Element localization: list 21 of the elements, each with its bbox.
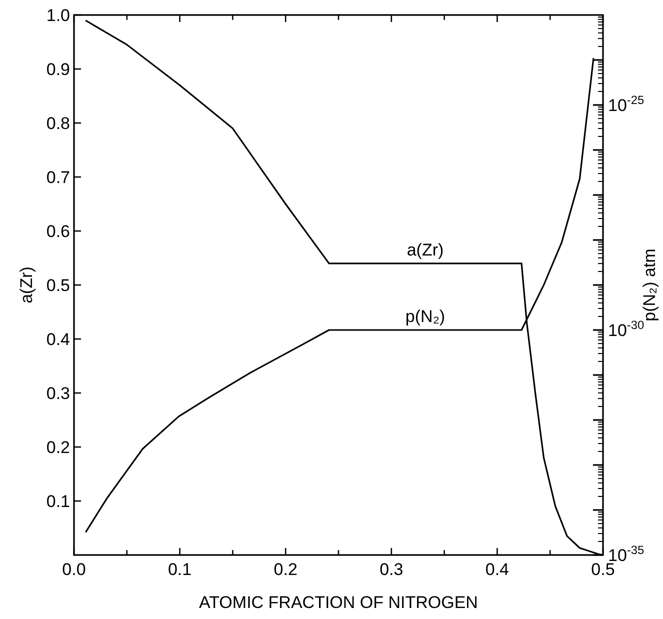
y-tick-label: 0.2 [46,438,70,457]
x-tick-label: 0.3 [380,560,404,579]
series-label: a(Zr) [406,240,444,260]
y-tick-label: 1.0 [46,6,70,25]
x-tick-label: 0.2 [274,560,298,579]
x-tick-label: 0.0 [62,560,86,579]
y-tick-label: 0.9 [46,60,70,79]
y-tick-label: 0.1 [46,492,70,511]
y-tick-label: 0.7 [46,168,70,187]
y2-tick-label: 10$^{-25}$ [608,93,644,115]
y-tick-label: 0.4 [46,330,70,349]
y-axis-title: a(Zr) [17,266,36,304]
series-label: p(N₂) [405,307,446,326]
x-tick-label: 0.4 [485,560,510,579]
y-tick-label: 0.5 [46,276,70,295]
y-tick-label: 0.3 [46,384,70,403]
x-axis-title: ATOMIC FRACTION OF NITROGEN [199,593,478,612]
y-tick-label: 0.8 [46,114,70,133]
x-tick-label: 0.5 [591,560,615,579]
y-tick-label: 0.6 [46,222,70,241]
x-tick-label: 0.1 [168,560,192,579]
